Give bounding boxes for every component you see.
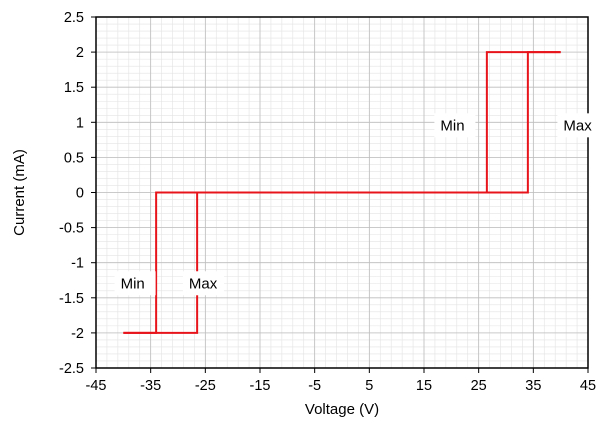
y-axis-ticks: 2.5 2 1.5 1 0.5 0 -0.5 -1 -1.5 -2 -2.5 bbox=[59, 10, 96, 377]
series-line-2 bbox=[123, 51, 561, 334]
y-tick-label: 1 bbox=[76, 115, 84, 131]
annotation-label-min: Min bbox=[440, 117, 464, 134]
series-layer bbox=[123, 51, 561, 334]
annotation-label-min: Min bbox=[121, 275, 145, 292]
y-tick-label: 1.5 bbox=[64, 80, 84, 96]
y-tick-label: 0 bbox=[76, 186, 84, 202]
x-tick-label: 15 bbox=[416, 378, 432, 394]
annotation-background bbox=[182, 271, 224, 296]
y-tick-label: 2 bbox=[76, 45, 84, 61]
annotation-label-max: Max bbox=[189, 275, 218, 292]
annotation-layer: Min Max Min Max bbox=[114, 113, 599, 296]
annotation-background bbox=[434, 113, 476, 138]
y-tick-label: -1.5 bbox=[59, 291, 84, 307]
x-tick-label: -35 bbox=[140, 378, 161, 394]
y-tick-label: -2 bbox=[71, 326, 84, 342]
x-tick-label: -45 bbox=[86, 378, 107, 394]
y-tick-label: -0.5 bbox=[59, 221, 84, 237]
x-tick-label: -15 bbox=[250, 378, 271, 394]
x-axis-title: Voltage (V) bbox=[305, 401, 379, 418]
annotation-background bbox=[557, 113, 599, 138]
x-tick-label: 45 bbox=[580, 378, 596, 394]
x-tick-label: 35 bbox=[525, 378, 541, 394]
x-tick-label: -25 bbox=[195, 378, 216, 394]
y-axis-title: Current (mA) bbox=[11, 149, 28, 236]
annotation-background bbox=[114, 271, 156, 296]
y-tick-label: -1 bbox=[71, 256, 84, 272]
x-tick-label: 5 bbox=[365, 378, 373, 394]
annotation-label-max: Max bbox=[563, 117, 592, 134]
x-tick-label: 25 bbox=[471, 378, 487, 394]
x-axis-ticks: -45 -35 -25 -15 -5 5 15 25 35 45 bbox=[86, 368, 596, 394]
y-tick-label: 0.5 bbox=[64, 150, 84, 166]
y-tick-label: 2.5 bbox=[64, 10, 84, 26]
y-tick-label: -2.5 bbox=[59, 361, 84, 377]
x-tick-label: -5 bbox=[308, 378, 321, 394]
